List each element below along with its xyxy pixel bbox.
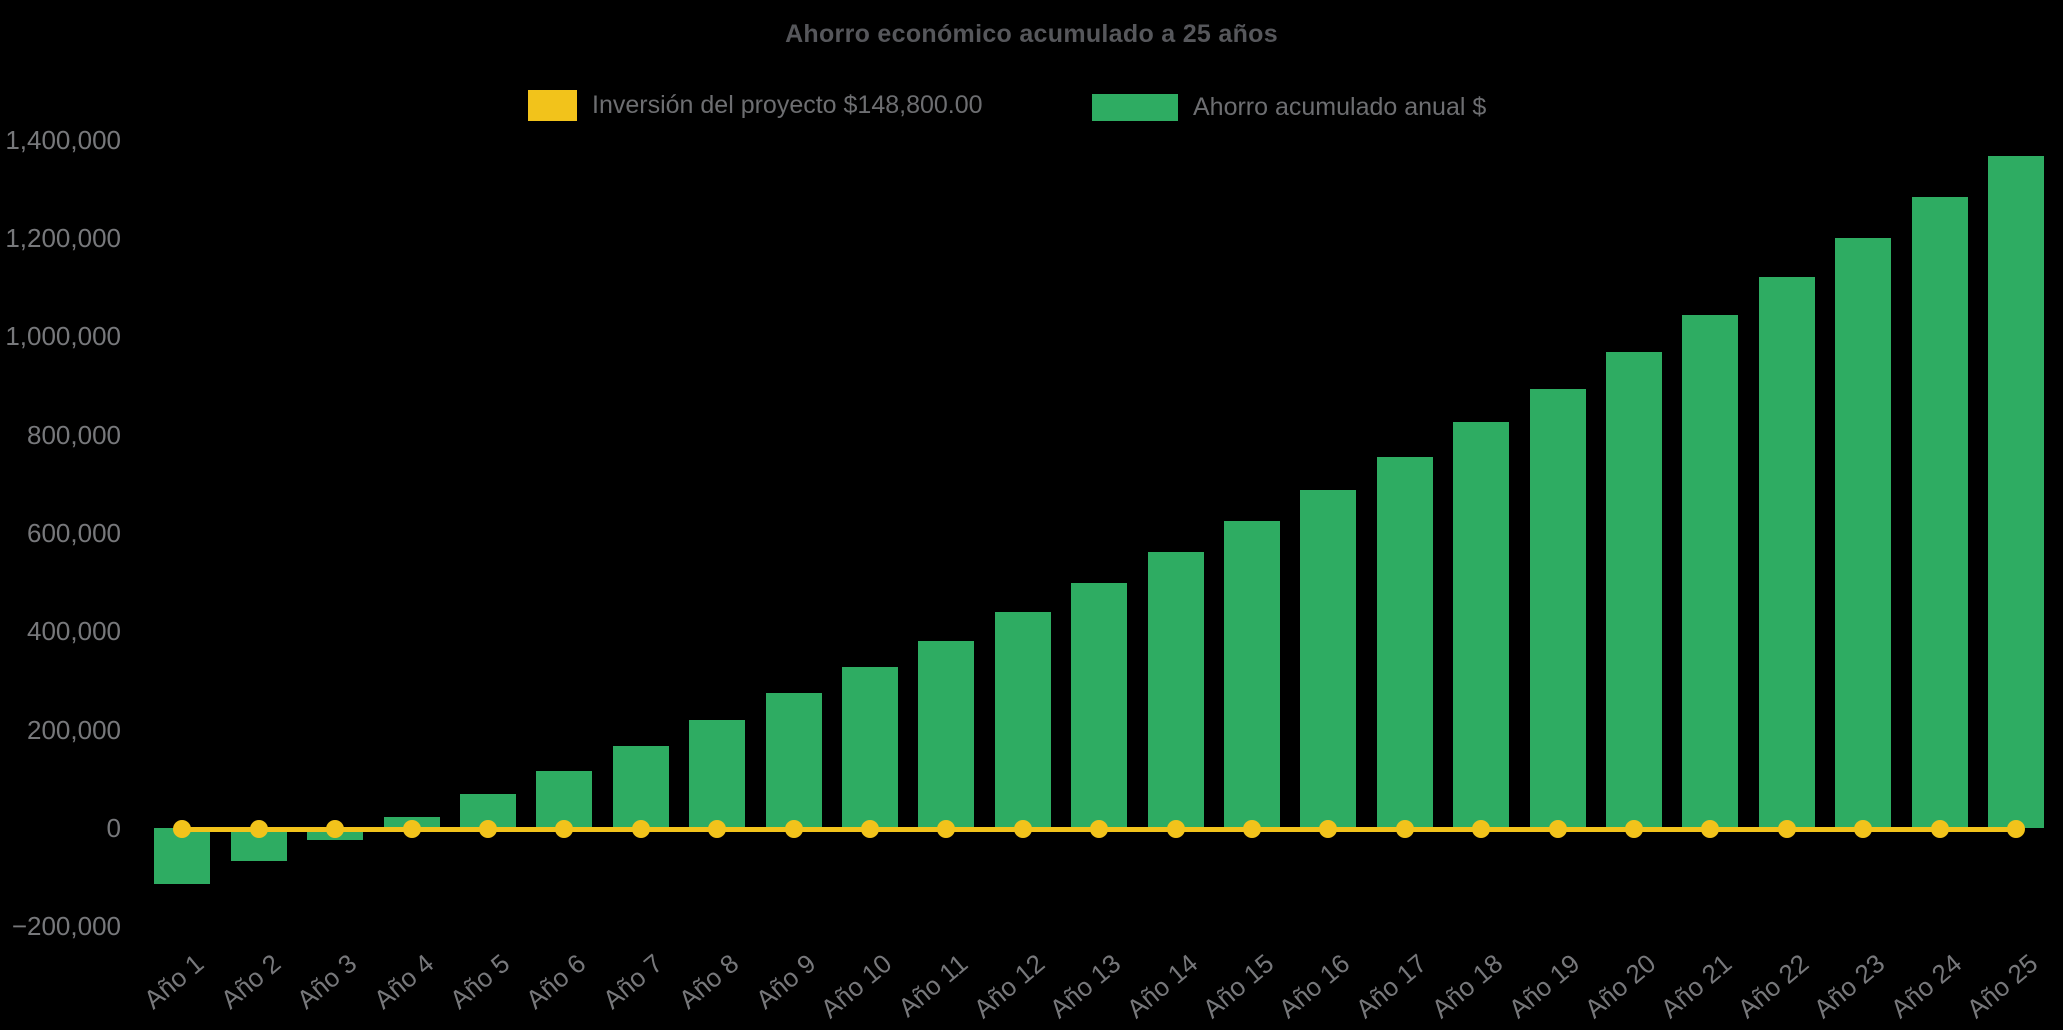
investment-point-23[interactable] (1854, 820, 1873, 838)
legend-item-investment[interactable]: Inversión del proyecto $148,800.00 (528, 90, 983, 121)
y-tick-label: 0 (106, 813, 121, 843)
investment-point-9[interactable] (784, 820, 803, 838)
x-tick-text: Año 13 (1043, 948, 1127, 1024)
bar-año-6[interactable] (536, 770, 593, 828)
y-tick-label: 1,000,000 (5, 321, 121, 352)
x-tick-text: Año 9 (749, 948, 821, 1015)
x-tick-text: Año 21 (1655, 948, 1738, 1024)
bar-año-20[interactable] (1605, 352, 1662, 828)
investment-point-15[interactable] (1242, 820, 1261, 838)
x-tick-text: Año 10 (814, 948, 898, 1024)
bar-año-10[interactable] (841, 667, 898, 828)
investment-point-1[interactable] (173, 820, 192, 838)
investment-point-2[interactable] (249, 820, 268, 838)
investment-point-24[interactable] (1930, 820, 1949, 838)
investment-point-4[interactable] (402, 820, 421, 838)
bar-año-7[interactable] (612, 745, 669, 828)
x-tick-text: Año 8 (673, 948, 745, 1015)
investment-point-22[interactable] (1777, 820, 1796, 838)
bar-año-11[interactable] (918, 640, 975, 828)
bar-año-15[interactable] (1223, 521, 1280, 828)
investment-point-13[interactable] (1090, 820, 1109, 838)
x-tick-text: Año 6 (520, 948, 592, 1015)
x-tick-text: Año 22 (1731, 948, 1814, 1024)
bar-año-16[interactable] (1300, 489, 1357, 828)
legend-label-investment: Inversión del proyecto $148,800.00 (592, 91, 983, 119)
chart-title: Ahorro económico acumulado a 25 años (785, 20, 1278, 48)
bar-año-13[interactable] (1071, 582, 1128, 828)
legend-item-savings[interactable]: Ahorro acumulado anual $ (1092, 93, 1486, 122)
bar-año-12[interactable] (994, 612, 1051, 828)
x-tick-text: Año 4 (367, 948, 439, 1015)
x-tick-text: Año 24 (1884, 948, 1967, 1024)
x-tick-text: Año 7 (596, 948, 668, 1015)
investment-point-8[interactable] (708, 820, 727, 838)
y-tick-label: 600,000 (27, 517, 121, 548)
investment-point-6[interactable] (555, 820, 574, 838)
x-tick-text: Año 16 (1273, 948, 1356, 1024)
y-tick-label: 1,400,000 (5, 124, 121, 155)
y-tick-label: 800,000 (27, 419, 121, 450)
bar-año-9[interactable] (765, 693, 822, 828)
y-tick-label: 200,000 (27, 714, 121, 745)
bar-año-8[interactable] (689, 719, 746, 828)
investment-point-5[interactable] (478, 820, 497, 838)
bar-año-21[interactable] (1682, 315, 1739, 828)
investment-point-14[interactable] (1166, 820, 1185, 838)
x-tick-text: Año 12 (967, 948, 1050, 1024)
x-tick-text: Año 3 (291, 948, 363, 1015)
y-tick-label: −200,000 (11, 911, 121, 942)
x-tick-text: Año 19 (1502, 948, 1585, 1024)
legend-label-savings: Ahorro acumulado anual $ (1193, 93, 1487, 121)
y-tick-label: 400,000 (27, 616, 121, 647)
x-tick-text: Año 18 (1425, 948, 1509, 1024)
investment-point-11[interactable] (937, 820, 956, 838)
investment-point-7[interactable] (631, 820, 650, 838)
bar-año-23[interactable] (1835, 237, 1892, 828)
investment-point-21[interactable] (1701, 820, 1720, 838)
x-tick-text: Año 23 (1807, 948, 1891, 1024)
bar-año-14[interactable] (1147, 552, 1204, 828)
bar-año-25[interactable] (1987, 156, 2044, 828)
bar-año-19[interactable] (1529, 388, 1586, 828)
x-tick-text: Año 15 (1196, 948, 1280, 1024)
investment-point-17[interactable] (1395, 820, 1414, 838)
savings-swatch-icon (1092, 94, 1178, 121)
investment-point-12[interactable] (1013, 820, 1032, 838)
x-tick-text: Año 25 (1960, 948, 2044, 1024)
x-tick-text: Año 17 (1349, 948, 1432, 1024)
investment-point-25[interactable] (2006, 820, 2025, 838)
x-tick-text: Año 20 (1578, 948, 1662, 1024)
investment-point-3[interactable] (326, 820, 345, 838)
bar-año-24[interactable] (1911, 197, 1968, 828)
investment-point-10[interactable] (860, 820, 879, 838)
investment-point-20[interactable] (1624, 820, 1643, 838)
investment-point-16[interactable] (1319, 820, 1338, 838)
x-tick-text: Año 2 (214, 948, 286, 1015)
bar-año-18[interactable] (1453, 422, 1510, 828)
investment-point-18[interactable] (1472, 820, 1491, 838)
investment-point-19[interactable] (1548, 820, 1567, 838)
bar-año-22[interactable] (1758, 276, 1815, 828)
x-tick-text: Año 11 (892, 948, 974, 1023)
x-tick-text: Año 5 (443, 948, 516, 1015)
bar-año-17[interactable] (1376, 456, 1433, 828)
investment-swatch-icon (528, 90, 577, 121)
x-tick-text: Año 1 (138, 948, 210, 1015)
x-tick-text: Año 14 (1120, 948, 1203, 1024)
y-tick-label: 1,200,000 (5, 222, 121, 253)
